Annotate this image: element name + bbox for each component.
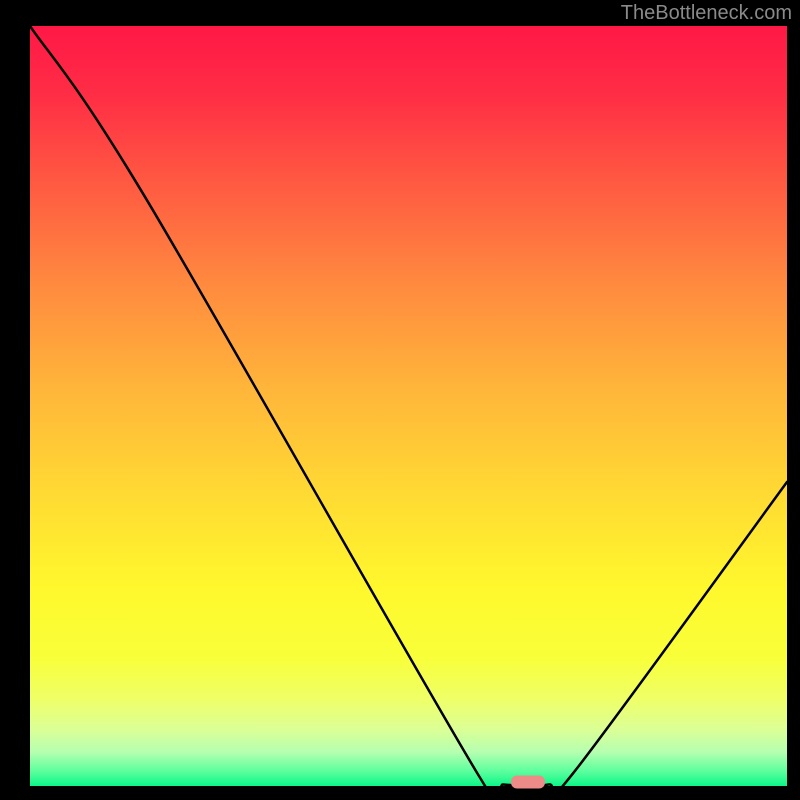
optimum-marker [511, 776, 545, 789]
plot-area [30, 26, 787, 786]
curve-svg [30, 26, 787, 786]
chart-container: TheBottleneck.com [0, 0, 800, 800]
bottleneck-curve [30, 26, 787, 786]
watermark-text: TheBottleneck.com [621, 2, 792, 25]
